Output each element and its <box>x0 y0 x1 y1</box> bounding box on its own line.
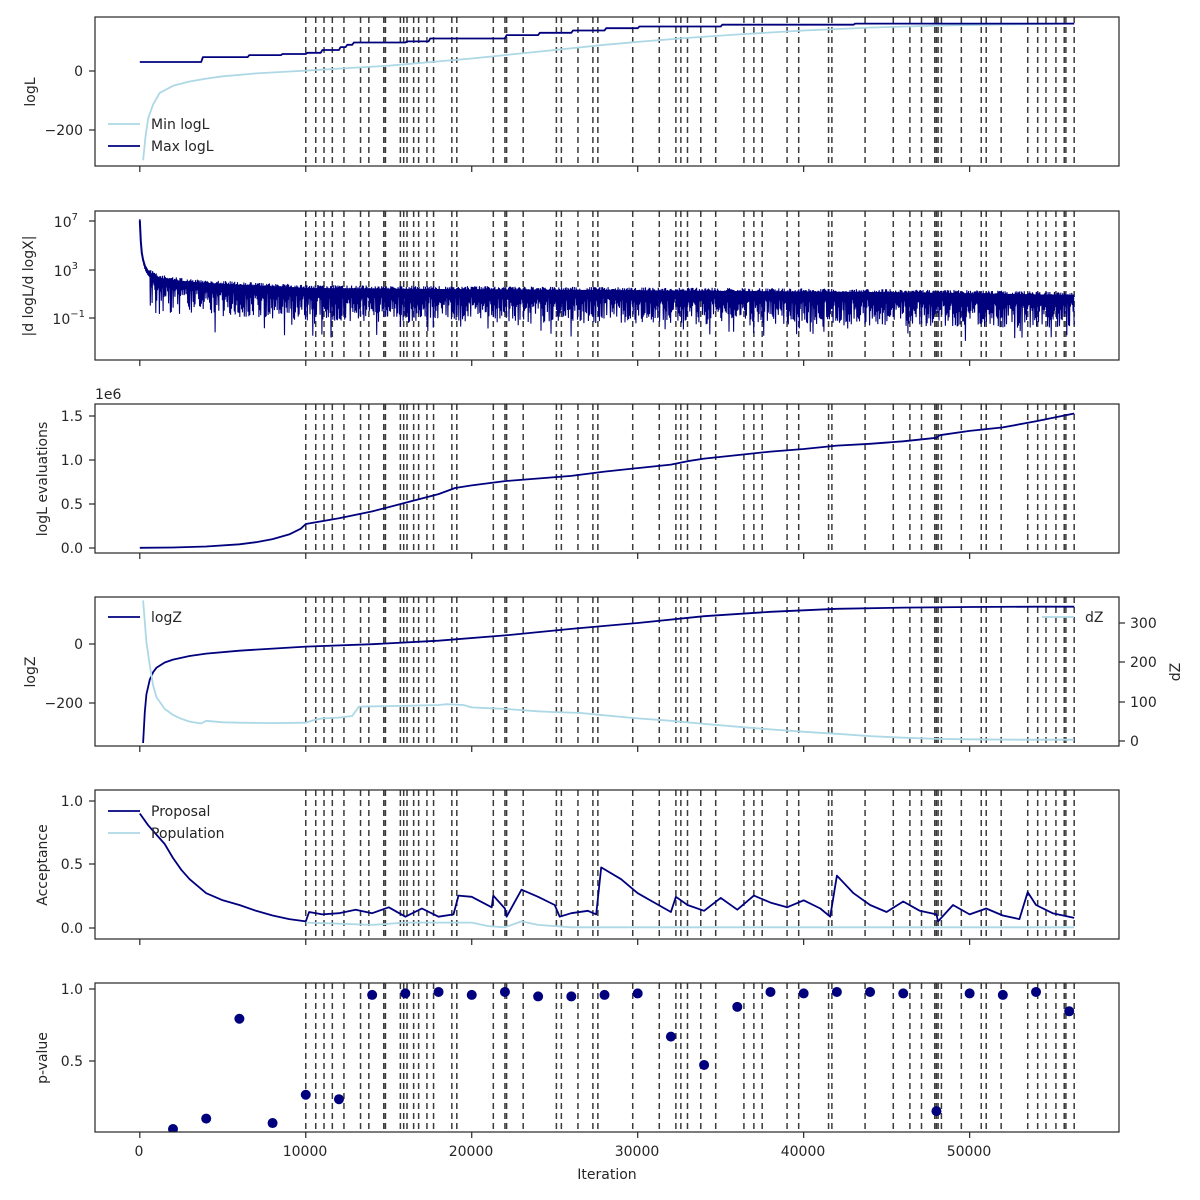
ytick-label: 1.0 <box>61 794 83 810</box>
xtick-label: 10000 <box>283 1144 328 1160</box>
pvalue-point <box>1064 1006 1075 1017</box>
panel-evaluations: 1e6 logL evaluations 1.5 1.0 0.5 0.0 <box>35 387 1120 557</box>
legend-logl: Min logL Max logL <box>108 117 214 155</box>
pvalue-point <box>798 988 809 999</box>
ylabel-acceptance: Acceptance <box>35 824 51 905</box>
panel-logl: logL 0 −200 Min logL Max logL <box>23 16 1120 167</box>
pvalue-point <box>466 989 477 1000</box>
legend-label-dz: dZ <box>1085 610 1103 626</box>
legend-label-logz: logZ <box>151 610 182 626</box>
xtick-label: 50000 <box>947 1144 992 1160</box>
pvalue-point <box>865 986 876 997</box>
panel-dlogl-frame <box>94 210 1120 361</box>
pvalue-point <box>367 989 378 1000</box>
legend-label-max-logl: Max logL <box>151 139 214 155</box>
y2tick-label: 200 <box>1130 655 1157 671</box>
pvalue-point <box>997 989 1008 1000</box>
panel-evaluations-frame <box>94 403 1120 554</box>
pvalue-point <box>201 1113 212 1124</box>
panel-acceptance: Acceptance 1.0 0.5 0.0 Proposal Populati… <box>35 789 1120 940</box>
panel-dlogl: |d logL/d logX| 107 103 10−1 <box>21 210 1120 361</box>
pvalue-point <box>234 1013 245 1024</box>
pvalue-point <box>300 1089 311 1100</box>
panel-logl-frame <box>94 16 1120 167</box>
pvalue-point <box>665 1031 676 1042</box>
legend-label-min-logl: Min logL <box>151 117 210 133</box>
ylabel-pvalue: p-value <box>35 1032 51 1084</box>
series-line-dz <box>142 600 1075 741</box>
ylabel-logz: logZ <box>23 657 39 688</box>
offset-label: 1e6 <box>95 387 122 403</box>
pvalue-point <box>931 1106 942 1117</box>
series-line-max-logl <box>139 22 1075 63</box>
pvalue-point <box>533 991 544 1002</box>
xtick-label: 40000 <box>781 1144 826 1160</box>
legend-label-proposal: Proposal <box>151 804 210 820</box>
ytick-label: 0.0 <box>61 541 83 557</box>
x-axis-ticks <box>139 166 971 1138</box>
pvalue-point <box>765 986 776 997</box>
pvalue-point <box>1031 986 1042 997</box>
panel-pvalue: p-value 1.0 0.5 <box>35 982 1120 1133</box>
pvalue-point <box>632 988 643 999</box>
series-trend-series-0 <box>138 220 1075 297</box>
pvalue-point <box>333 1094 344 1105</box>
y2tick-label: 0 <box>1130 734 1139 750</box>
pvalue-point <box>400 988 411 999</box>
ytick-label: 0 <box>74 637 83 653</box>
series-line-proposal <box>139 812 1075 923</box>
ytick-label: 0 <box>74 64 83 80</box>
series-line-series-0 <box>139 219 1075 341</box>
panel-pvalue-frame <box>94 982 1120 1133</box>
ytick-label: 103 <box>54 261 78 280</box>
ytick-label: 0.5 <box>61 857 83 873</box>
pvalue-point <box>433 986 444 997</box>
xtick-label: 20000 <box>449 1144 494 1160</box>
ylabel-logl: logL <box>23 77 39 106</box>
panel-acceptance-frame <box>94 789 1120 940</box>
ytick-label: 1.5 <box>61 409 83 425</box>
ytick-label: 1.0 <box>61 453 83 469</box>
panel-logz-frame <box>94 596 1120 747</box>
pvalue-point <box>168 1124 179 1132</box>
y2tick-label: 300 <box>1130 616 1157 632</box>
panel-logz: logZ 0 −200 300 200 100 0 dZ logZ dZ <box>23 596 1184 750</box>
series-line-population <box>305 920 1075 929</box>
ytick-label: 0.5 <box>61 497 83 513</box>
pvalue-point <box>599 989 610 1000</box>
pvalue-point <box>898 988 909 999</box>
pvalue-point <box>499 986 510 997</box>
x-axis-label: Iteration <box>577 1167 636 1183</box>
pvalue-point <box>566 991 577 1002</box>
ytick-label: −200 <box>45 696 83 712</box>
pvalue-point <box>699 1059 710 1070</box>
ytick-label: 10−1 <box>52 309 85 328</box>
ytick-label: −200 <box>45 123 83 139</box>
pvalue-point <box>732 1001 743 1012</box>
series-line-series-0 <box>139 412 1075 549</box>
legend-label-population: Population <box>151 826 225 842</box>
ytick-label: 0.0 <box>61 921 83 937</box>
pvalue-point <box>964 988 975 999</box>
series-line-min-logl <box>142 22 1075 161</box>
ytick-label: 1.0 <box>61 982 83 998</box>
ylabel-dlogl: |d logL/d logX| <box>21 236 37 337</box>
xtick-label: 0 <box>135 1144 144 1160</box>
y2tick-label: 100 <box>1130 695 1157 711</box>
xtick-label: 30000 <box>615 1144 660 1160</box>
y2label-dz: dZ <box>1168 663 1184 681</box>
pvalue-point <box>267 1118 278 1129</box>
series-line-logz <box>142 605 1075 744</box>
ytick-label: 0.5 <box>61 1054 83 1070</box>
x-axis-labels: 0 10000 20000 30000 40000 50000 Iteratio… <box>135 1144 992 1183</box>
ytick-label: 107 <box>54 212 78 231</box>
pvalue-point <box>831 986 842 997</box>
ylabel-evaluations: logL evaluations <box>35 422 51 537</box>
